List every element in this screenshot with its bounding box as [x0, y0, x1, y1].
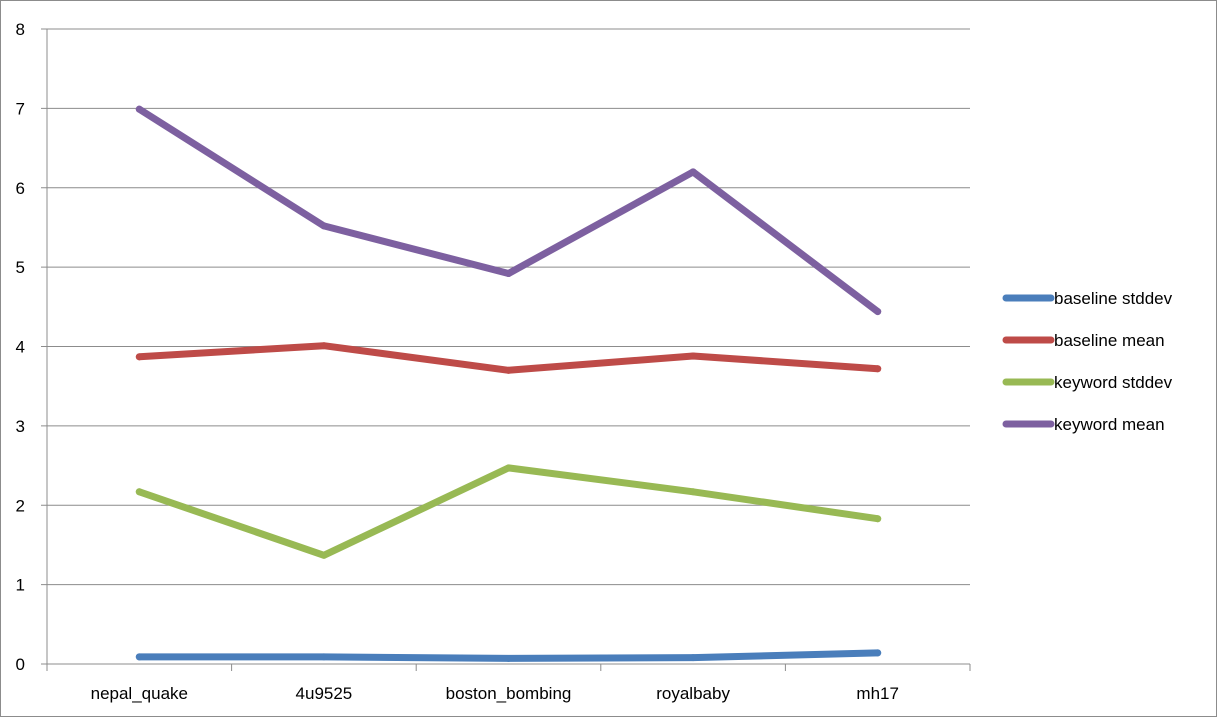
data-point	[505, 366, 512, 374]
data-point	[320, 342, 328, 350]
data-point	[689, 168, 697, 176]
legend-label: baseline stddev	[1054, 289, 1173, 308]
data-point	[689, 488, 697, 496]
x-tick-label: royalbaby	[656, 684, 730, 703]
y-tick-label: 2	[16, 496, 25, 515]
y-tick-label: 5	[16, 258, 25, 277]
gridlines	[47, 28, 970, 586]
series-lines	[135, 105, 882, 662]
y-tick-label: 7	[16, 99, 25, 118]
data-point	[874, 515, 882, 523]
x-tick-label: mh17	[856, 684, 899, 703]
data-point	[135, 653, 143, 661]
legend-label: keyword mean	[1054, 415, 1165, 434]
y-tick-label: 4	[16, 338, 25, 357]
data-point	[320, 222, 328, 230]
legend-label: keyword stddev	[1054, 373, 1173, 392]
x-tick-label: nepal_quake	[91, 684, 188, 703]
data-point	[689, 352, 697, 360]
y-tick-label: 3	[16, 417, 25, 436]
data-point	[320, 653, 328, 661]
data-point	[135, 488, 143, 496]
data-point	[505, 464, 512, 472]
data-point	[689, 654, 697, 662]
x-tick-label: 4u9525	[296, 684, 353, 703]
x-axis-ticks: nepal_quake 4u9525 boston_bombing royalbaby…	[46, 664, 971, 703]
legend-label: baseline mean	[1054, 331, 1165, 350]
x-tick-label: boston_bombing	[446, 684, 572, 703]
y-tick-label: 1	[16, 576, 25, 595]
data-point	[874, 649, 882, 657]
series-line-baseline-mean	[135, 342, 882, 374]
data-point	[505, 654, 512, 662]
y-tick-label: 6	[16, 179, 25, 198]
legend: baseline stddev baseline mean keyword stdd…	[1002, 289, 1173, 434]
y-axis-ticks: 0 1 2 3 4 5 6 7 8	[16, 20, 47, 674]
series-line-keyword-mean	[135, 105, 882, 316]
y-tick-label: 8	[16, 20, 25, 39]
data-point	[505, 269, 512, 277]
data-point	[135, 353, 143, 361]
data-point	[874, 308, 882, 316]
data-point	[135, 105, 143, 113]
series-line-keyword-stddev	[135, 464, 882, 559]
y-tick-label: 0	[16, 655, 25, 674]
data-point	[320, 551, 328, 559]
data-point	[874, 365, 882, 373]
